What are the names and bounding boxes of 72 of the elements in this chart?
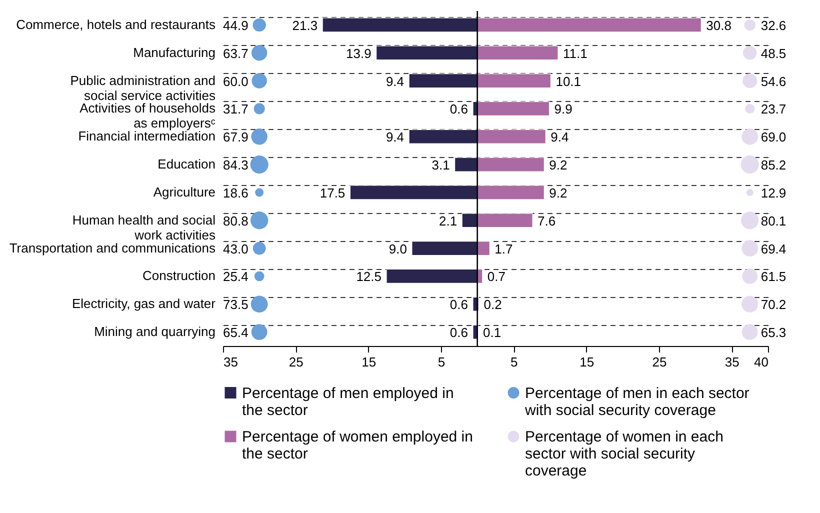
data-label: 9.9 bbox=[554, 102, 572, 117]
x-tick-label: 15 bbox=[362, 354, 376, 370]
x-tick-label: 15 bbox=[580, 354, 594, 370]
y-tick-label: Manufacturing bbox=[133, 44, 216, 60]
data-label: 0.6 bbox=[450, 325, 468, 340]
y-tick-label: Public administration and social service activities bbox=[70, 72, 216, 103]
y-tick-label: Transportation and communications bbox=[9, 240, 216, 256]
x-tick-label: 40 bbox=[754, 354, 768, 370]
data-label: 65.3 bbox=[760, 325, 786, 340]
data-label: 23.7 bbox=[760, 102, 786, 117]
data-label: 25.4 bbox=[223, 269, 248, 284]
data-label: 13.9 bbox=[346, 46, 372, 61]
data-label: 9.2 bbox=[549, 185, 568, 200]
data-label: 84.3 bbox=[223, 158, 248, 173]
y-tick-label: Human health and social work activities bbox=[72, 212, 216, 242]
data-label: 30.8 bbox=[706, 18, 732, 33]
data-label: 31.7 bbox=[223, 102, 248, 117]
data-label: 0.1 bbox=[483, 325, 502, 340]
data-label: 2.1 bbox=[438, 213, 458, 228]
y-tick-label: Construction bbox=[142, 268, 216, 284]
data-label: 69.4 bbox=[760, 241, 786, 256]
data-label: 0.2 bbox=[484, 297, 502, 312]
data-label: 67.9 bbox=[223, 130, 248, 145]
data-label: 80.8 bbox=[223, 213, 248, 228]
legend-label: Percentage of men in each sector with social security coverage bbox=[524, 384, 750, 419]
x-tick-label: 35 bbox=[224, 354, 238, 370]
data-label: 17.5 bbox=[320, 185, 346, 200]
data-label: 0.6 bbox=[450, 297, 468, 312]
data-label: 73.5 bbox=[223, 297, 248, 312]
data-label: 21.3 bbox=[292, 18, 318, 33]
data-label: 10.1 bbox=[556, 74, 582, 89]
data-label: 32.6 bbox=[760, 18, 786, 33]
data-label: 44.9 bbox=[223, 18, 248, 33]
legend-label: Percentage of women in each sector with social security coverage bbox=[525, 428, 724, 480]
data-label: 1.7 bbox=[494, 241, 513, 256]
data-label: 69.0 bbox=[760, 130, 786, 145]
data-label: 65.4 bbox=[223, 325, 248, 340]
data-label: 80.1 bbox=[760, 213, 786, 228]
data-label: 12.9 bbox=[760, 185, 786, 200]
y-tick-label: Mining and quarrying bbox=[94, 324, 216, 340]
y-tick-label: Commerce, hotels and restaurants bbox=[16, 16, 216, 32]
data-label: 54.6 bbox=[760, 74, 786, 89]
y-tick-label: Education bbox=[158, 156, 216, 172]
y-tick-label: Agriculture bbox=[153, 184, 216, 200]
data-label: 9.4 bbox=[386, 74, 404, 89]
data-label: 60.0 bbox=[223, 74, 248, 89]
x-tick-label: 25 bbox=[288, 354, 304, 370]
data-label: 43.0 bbox=[223, 241, 248, 256]
x-tick-label: 35 bbox=[724, 354, 740, 370]
data-label: 0.6 bbox=[450, 102, 468, 117]
data-label: 7.6 bbox=[538, 213, 556, 228]
data-label: 63.7 bbox=[223, 46, 248, 61]
legend-label: Percentage of women employed in the sector bbox=[242, 428, 473, 462]
data-label: 0.7 bbox=[487, 269, 506, 284]
data-label: 18.6 bbox=[223, 185, 248, 200]
x-tick-label: 25 bbox=[652, 354, 667, 370]
data-label: 3.1 bbox=[432, 158, 450, 173]
data-label: 9.2 bbox=[549, 158, 568, 173]
y-tick-label: Electricity, gas and water bbox=[72, 296, 216, 312]
data-label: 9.4 bbox=[550, 130, 569, 145]
data-label: 12.5 bbox=[356, 269, 382, 284]
data-label: 9.0 bbox=[388, 241, 407, 256]
x-tick-label: 5 bbox=[510, 354, 518, 370]
data-label: 11.1 bbox=[562, 46, 588, 61]
data-label: 9.4 bbox=[386, 130, 404, 145]
data-label: 61.5 bbox=[760, 269, 786, 284]
legend-label: Percentage of men employed in the sector bbox=[242, 384, 454, 419]
data-label: 70.2 bbox=[760, 297, 786, 312]
x-tick-label: 5 bbox=[438, 354, 446, 370]
data-label: 85.2 bbox=[760, 158, 786, 173]
data-label: 48.5 bbox=[760, 46, 786, 61]
y-tick-label: Activities of households as employersᶜ bbox=[80, 100, 216, 131]
